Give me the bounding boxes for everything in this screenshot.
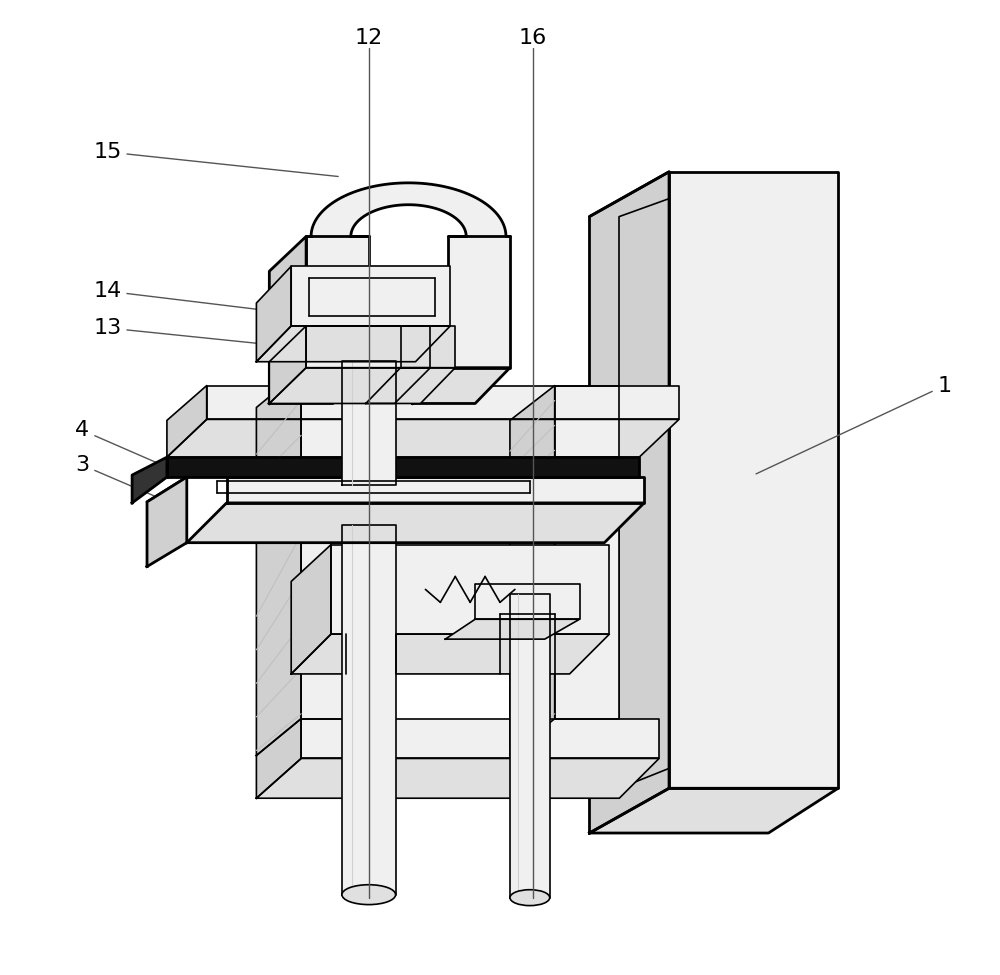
- Polygon shape: [167, 419, 679, 457]
- Ellipse shape: [342, 515, 396, 534]
- Polygon shape: [342, 361, 396, 485]
- Ellipse shape: [510, 890, 550, 906]
- Polygon shape: [366, 368, 455, 404]
- Polygon shape: [555, 385, 619, 457]
- Polygon shape: [401, 326, 455, 368]
- Polygon shape: [589, 788, 838, 833]
- Polygon shape: [306, 326, 430, 368]
- Polygon shape: [147, 477, 187, 566]
- Polygon shape: [187, 503, 644, 543]
- Polygon shape: [269, 368, 430, 404]
- Polygon shape: [589, 172, 669, 833]
- Polygon shape: [311, 183, 506, 237]
- Polygon shape: [510, 385, 555, 495]
- Polygon shape: [301, 495, 366, 719]
- Polygon shape: [256, 719, 301, 799]
- Polygon shape: [207, 385, 679, 419]
- Polygon shape: [301, 719, 659, 759]
- Text: 13: 13: [93, 318, 288, 346]
- Polygon shape: [269, 237, 306, 404]
- Polygon shape: [555, 495, 619, 719]
- Polygon shape: [256, 266, 291, 362]
- Polygon shape: [256, 370, 301, 513]
- Polygon shape: [291, 266, 450, 326]
- Polygon shape: [291, 545, 331, 674]
- Polygon shape: [448, 237, 510, 368]
- Text: 3: 3: [75, 455, 184, 509]
- Polygon shape: [669, 172, 838, 788]
- Polygon shape: [167, 385, 207, 457]
- Ellipse shape: [510, 586, 550, 603]
- Polygon shape: [256, 326, 450, 362]
- Ellipse shape: [342, 884, 396, 905]
- Polygon shape: [227, 477, 644, 503]
- Polygon shape: [413, 368, 510, 404]
- Text: 12: 12: [355, 27, 383, 48]
- Text: 4: 4: [75, 420, 164, 466]
- Polygon shape: [269, 368, 369, 404]
- Polygon shape: [291, 634, 609, 674]
- Polygon shape: [132, 457, 167, 503]
- Text: 1: 1: [756, 375, 952, 474]
- Polygon shape: [269, 326, 306, 404]
- Polygon shape: [256, 495, 301, 756]
- Polygon shape: [510, 495, 555, 756]
- Polygon shape: [510, 595, 550, 898]
- Text: 16: 16: [519, 27, 547, 48]
- Polygon shape: [331, 545, 609, 634]
- Polygon shape: [301, 370, 366, 477]
- Polygon shape: [445, 619, 580, 640]
- Text: 14: 14: [93, 281, 269, 311]
- Polygon shape: [306, 237, 369, 368]
- Polygon shape: [256, 759, 659, 799]
- Polygon shape: [475, 584, 580, 619]
- Text: 15: 15: [93, 142, 338, 176]
- Polygon shape: [167, 457, 639, 477]
- Polygon shape: [342, 525, 396, 895]
